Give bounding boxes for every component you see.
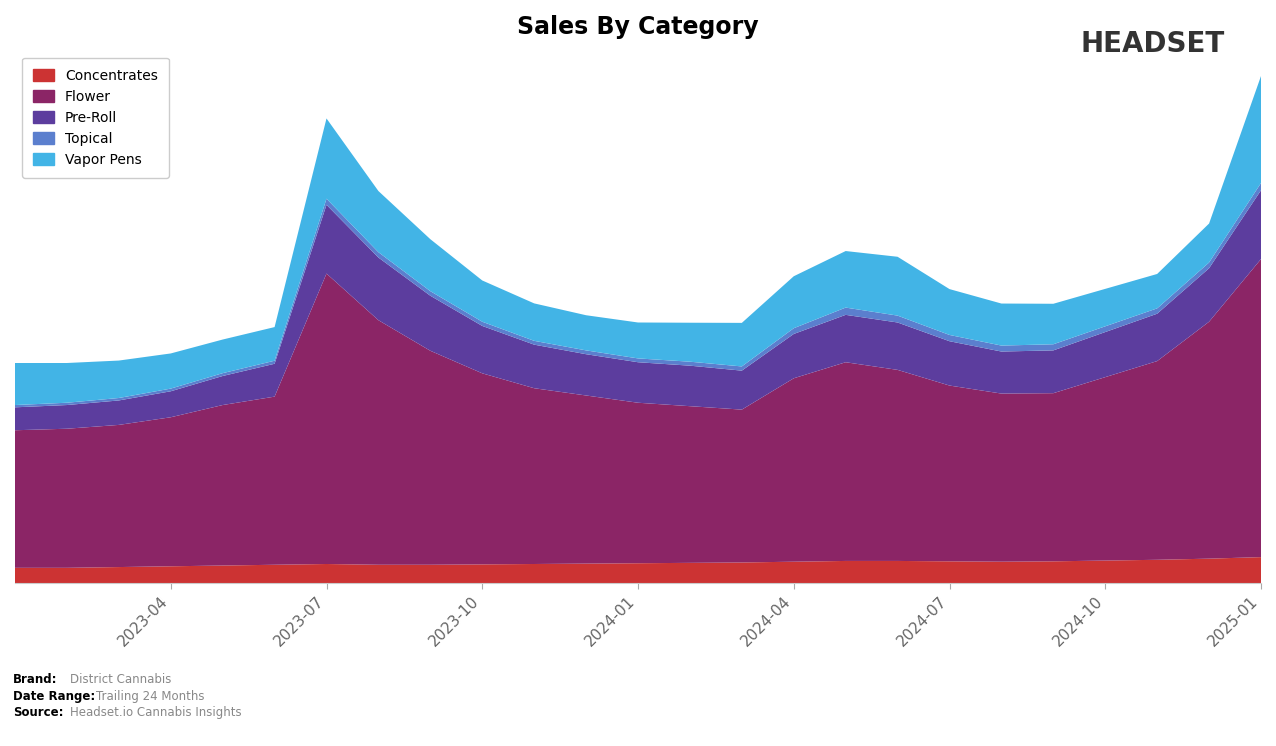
Text: Date Range:: Date Range: — [13, 690, 94, 703]
Text: HEADSET: HEADSET — [1081, 30, 1225, 58]
Text: Brand:: Brand: — [13, 673, 57, 686]
Title: Sales By Category: Sales By Category — [517, 15, 759, 39]
Legend: Concentrates, Flower, Pre-Roll, Topical, Vapor Pens: Concentrates, Flower, Pre-Roll, Topical,… — [22, 57, 168, 178]
Text: Headset.io Cannabis Insights: Headset.io Cannabis Insights — [70, 706, 242, 719]
Text: Trailing 24 Months: Trailing 24 Months — [96, 690, 204, 703]
Text: District Cannabis: District Cannabis — [70, 673, 171, 686]
Text: Source:: Source: — [13, 706, 64, 719]
